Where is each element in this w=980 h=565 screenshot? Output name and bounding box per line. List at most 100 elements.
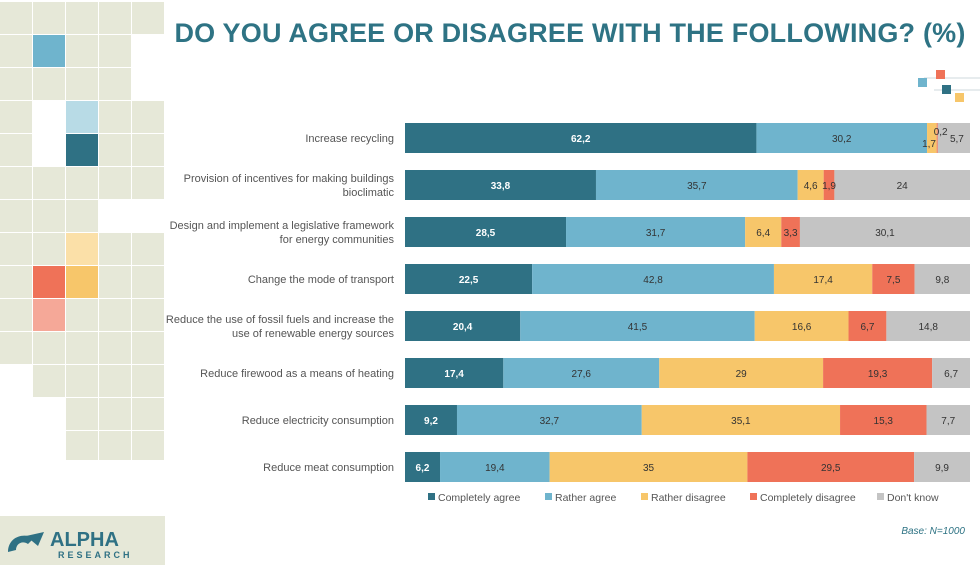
bar-segment xyxy=(914,264,970,294)
data-label: 41,5 xyxy=(628,322,648,333)
mosaic-tile xyxy=(0,332,32,364)
data-label: 62,2 xyxy=(571,134,591,145)
data-label: 9,2 xyxy=(424,416,438,427)
bar-segment xyxy=(932,358,970,388)
mosaic-tile xyxy=(132,332,164,364)
mosaic-tile xyxy=(99,398,131,430)
data-label: 42,8 xyxy=(643,275,663,286)
bar-segment xyxy=(797,170,824,200)
bar-segment xyxy=(503,358,660,388)
data-label: 16,6 xyxy=(792,322,812,333)
mosaic-tile xyxy=(99,266,131,298)
data-label: 29 xyxy=(736,369,748,380)
mosaic-tile xyxy=(66,2,98,34)
bar-segment xyxy=(641,405,841,435)
mosaic-tile xyxy=(0,2,32,34)
mosaic-tile xyxy=(33,2,65,34)
mosaic-tile xyxy=(66,398,98,430)
bar-segment xyxy=(747,452,915,482)
mosaic-tile xyxy=(0,134,32,166)
mosaic-tile xyxy=(132,233,164,265)
data-label: 17,4 xyxy=(444,369,464,380)
bar-segment xyxy=(773,264,873,294)
bar-segment xyxy=(756,123,928,153)
data-label: 9,8 xyxy=(935,275,949,286)
bar-segment xyxy=(405,452,441,482)
mosaic-tile xyxy=(66,431,98,460)
logo-subtitle: RESEARCH xyxy=(58,550,133,560)
mosaic-tile xyxy=(132,365,164,397)
mosaic-tile xyxy=(99,101,131,133)
chart-title: DO YOU AGREE OR DISAGREE WITH THE FOLLOW… xyxy=(174,18,966,48)
mosaic-tile xyxy=(33,68,65,100)
data-label: 20,4 xyxy=(453,322,473,333)
bar-segment xyxy=(405,405,457,435)
bar-segment xyxy=(405,170,596,200)
mosaic-tile xyxy=(0,35,32,67)
mosaic-tile xyxy=(99,299,131,331)
data-label: 28,5 xyxy=(476,228,496,239)
bar-segment xyxy=(520,311,755,341)
mosaic-tile xyxy=(99,167,131,199)
category-label: Reduce electricity consumption xyxy=(242,415,394,427)
mosaic-tile xyxy=(0,233,32,265)
mosaic-tile xyxy=(99,134,131,166)
bar-segment xyxy=(405,264,533,294)
legend-swatch xyxy=(428,493,435,500)
mosaic-tile xyxy=(132,134,164,166)
mosaic-tile xyxy=(132,431,164,460)
category-label: Reduce the use of fossil fuels and incre… xyxy=(166,314,395,340)
mosaic-tile xyxy=(66,332,98,364)
legend-label: Completely disagree xyxy=(760,492,856,504)
category-label: Design and implement a legislative frame… xyxy=(170,220,395,246)
data-label: 35 xyxy=(643,463,655,474)
alpha-research-logo: ALPHA RESEARCH xyxy=(0,516,165,565)
mosaic-tile xyxy=(66,365,98,397)
data-label: 31,7 xyxy=(646,228,666,239)
data-label: 30,1 xyxy=(875,228,895,239)
data-label: 5,7 xyxy=(950,134,964,145)
data-label: 6,4 xyxy=(756,228,770,239)
mosaic-tile xyxy=(99,2,131,34)
data-label: 35,7 xyxy=(687,181,707,192)
mosaic-tile xyxy=(132,101,164,133)
bar-segment xyxy=(840,405,927,435)
mosaic-tile xyxy=(66,134,98,166)
mosaic-tile xyxy=(132,266,164,298)
data-label: 30,2 xyxy=(832,134,852,145)
data-label: 29,5 xyxy=(821,463,841,474)
data-label: 33,8 xyxy=(491,181,511,192)
mosaic-tile xyxy=(33,200,65,232)
legend-label: Completely agree xyxy=(438,492,520,504)
mosaic-tile xyxy=(0,101,32,133)
legend-swatch xyxy=(545,493,552,500)
bar-segment xyxy=(549,452,748,482)
legend-swatch xyxy=(750,493,757,500)
data-label: 15,3 xyxy=(874,416,894,427)
data-label: 3,3 xyxy=(784,228,798,239)
bar-segment xyxy=(754,311,849,341)
mosaic-tile xyxy=(66,200,98,232)
logo-name: ALPHA xyxy=(50,529,119,551)
mosaic-tile xyxy=(0,68,32,100)
mosaic-tile xyxy=(0,200,32,232)
mosaic-tile xyxy=(132,398,164,430)
category-label: Reduce firewood as a means of heating xyxy=(200,368,394,380)
bar-segment xyxy=(405,358,504,388)
data-label: 6,2 xyxy=(416,463,430,474)
bar-segment xyxy=(532,264,774,294)
data-label: 4,6 xyxy=(804,181,818,192)
mosaic-tile xyxy=(99,332,131,364)
data-label: 0,2 xyxy=(934,127,948,138)
mosaic-tile xyxy=(33,266,65,298)
bar-segment xyxy=(848,311,887,341)
base-note: Base: N=1000 xyxy=(901,526,965,537)
bar-segment xyxy=(937,123,970,153)
mosaic-tile xyxy=(0,266,32,298)
mosaic-tile xyxy=(33,299,65,331)
data-label: 19,4 xyxy=(485,463,505,474)
mosaic-tile xyxy=(66,68,98,100)
mosaic-tile xyxy=(66,233,98,265)
data-label: 35,1 xyxy=(731,416,751,427)
